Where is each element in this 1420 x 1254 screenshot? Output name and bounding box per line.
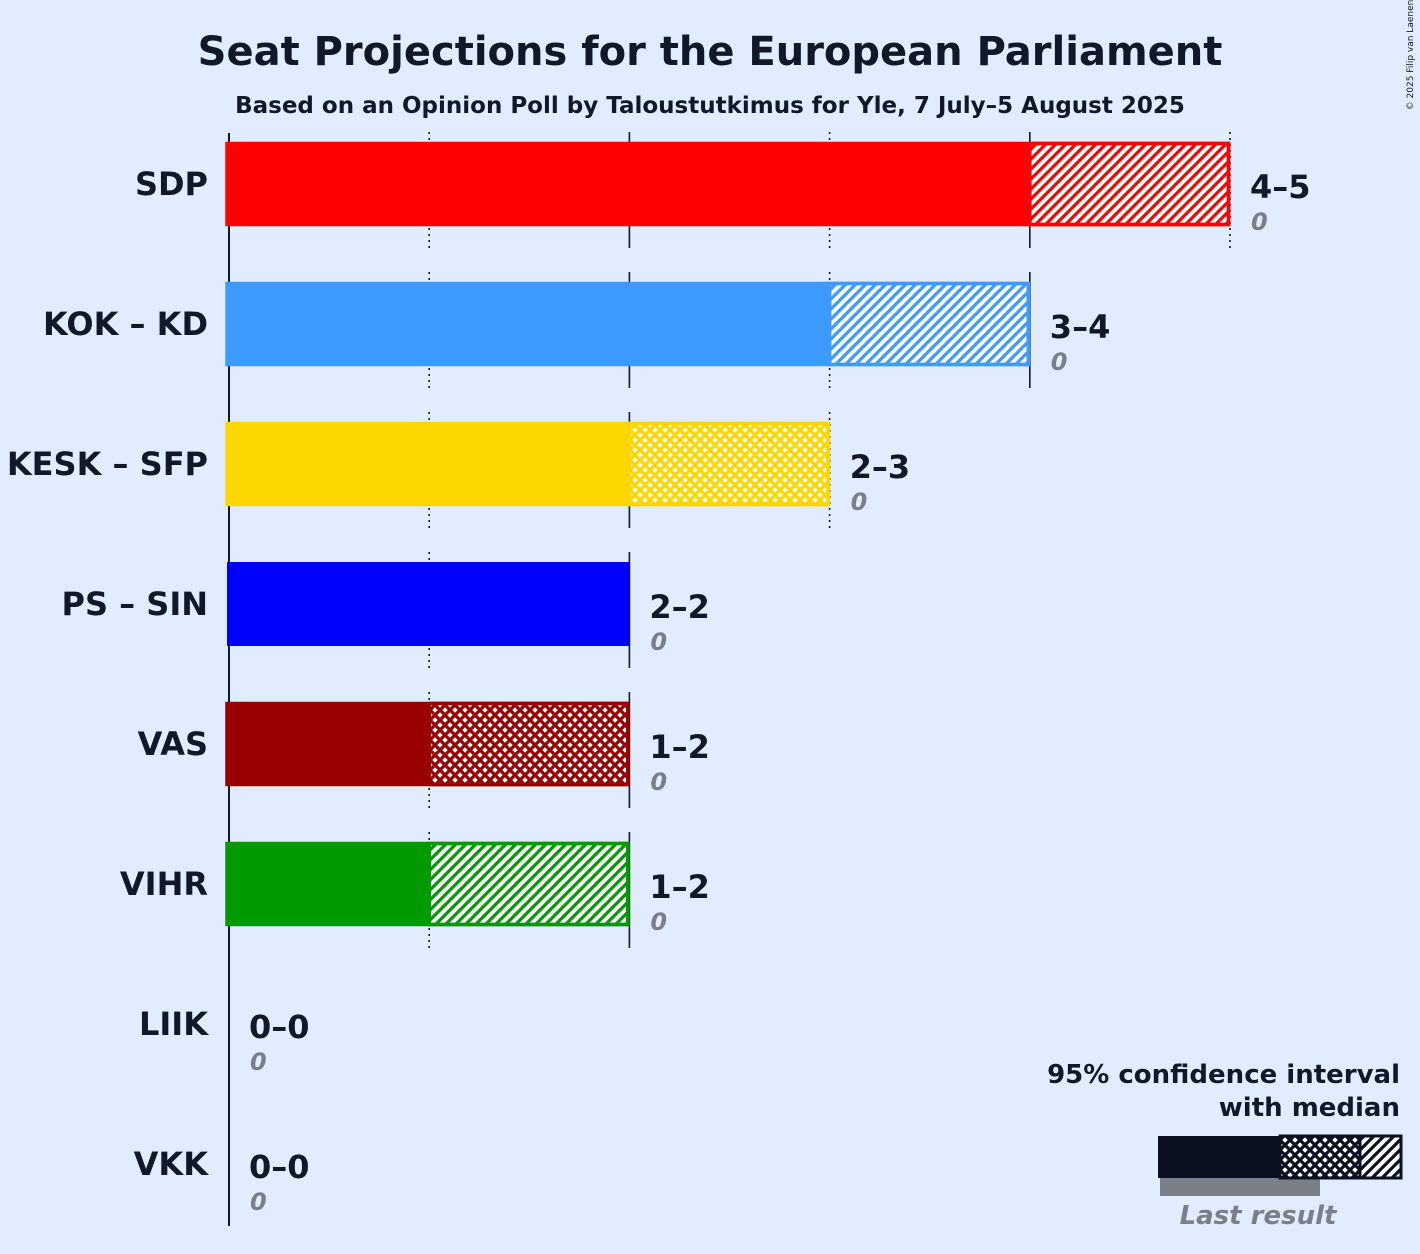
legend-cross-hatch-bar	[1278, 1134, 1362, 1180]
range-label: 4–5	[1250, 168, 1311, 206]
range-label: 0–0	[249, 1148, 310, 1186]
party-row: PS – SIN 2–20	[61, 552, 710, 668]
range-label: 2–3	[850, 448, 911, 486]
range-label: 2–2	[649, 588, 710, 626]
legend: 95% confidence interval with median Last…	[1047, 1060, 1403, 1231]
party-label: VKK	[134, 1145, 210, 1183]
bar-solid	[227, 142, 1030, 226]
bar-outline	[225, 841, 630, 927]
legend-title-line2: with median	[1219, 1093, 1400, 1123]
legend-last-result-label: Last result	[1180, 1201, 1338, 1231]
legend-single-hatch-bar	[1358, 1134, 1403, 1180]
bar-outline	[225, 141, 1231, 227]
party-label: VIHR	[120, 865, 208, 903]
bar-outline	[225, 281, 1031, 367]
bar-solid	[227, 422, 630, 506]
party-label: SDP	[135, 165, 208, 203]
range-label: 3–4	[1050, 308, 1111, 346]
bar-solid	[227, 282, 830, 366]
bar-ci-hatch	[427, 701, 630, 787]
bar-ci-hatch	[627, 421, 830, 507]
last-result-label: 0	[650, 768, 667, 796]
party-row: KOK – KD 3–40	[43, 272, 1110, 388]
legend-last-result-bar	[1160, 1177, 1320, 1196]
party-row: VAS 1–20	[138, 692, 710, 808]
last-result-label: 0	[1051, 348, 1068, 376]
last-result-label: 0	[1251, 208, 1268, 236]
last-result-label: 0	[250, 1188, 267, 1216]
party-row: VIHR 1–20	[120, 832, 710, 948]
party-row: LIIK 0–00	[139, 1005, 310, 1076]
bar-solid	[227, 562, 630, 646]
chart-subtitle: Based on an Opinion Poll by Taloustutkim…	[235, 93, 1185, 119]
last-result-label: 0	[650, 628, 667, 656]
party-row: SDP 4–50	[135, 132, 1311, 248]
party-label: PS – SIN	[61, 585, 208, 623]
bar-solid	[227, 702, 430, 786]
bar-ci-hatch	[1028, 141, 1231, 227]
copyright-notice: © 2025 Filip van Laenen	[1406, 0, 1416, 110]
chart-title: Seat Projections for the European Parlia…	[198, 29, 1223, 75]
legend-title-line1: 95% confidence interval	[1047, 1060, 1400, 1090]
party-label: LIIK	[139, 1005, 209, 1043]
range-label: 1–2	[649, 728, 710, 766]
bar-ci-hatch	[827, 281, 1031, 367]
bar-outline	[225, 421, 830, 507]
bar-outline	[225, 701, 630, 787]
party-label: KESK – SFP	[7, 445, 208, 483]
party-label: KOK – KD	[43, 305, 208, 343]
legend-solid-bar	[1158, 1136, 1280, 1178]
bar-solid	[227, 842, 430, 926]
party-row: VKK 0–00	[134, 1145, 310, 1216]
party-row: KESK – SFP 2–30	[7, 412, 910, 528]
bar-ci-hatch	[427, 841, 630, 927]
party-label: VAS	[138, 725, 208, 763]
last-result-label: 0	[250, 1048, 267, 1076]
last-result-label: 0	[851, 488, 868, 516]
range-label: 0–0	[249, 1008, 310, 1046]
last-result-label: 0	[650, 908, 667, 936]
range-label: 1–2	[649, 868, 710, 906]
